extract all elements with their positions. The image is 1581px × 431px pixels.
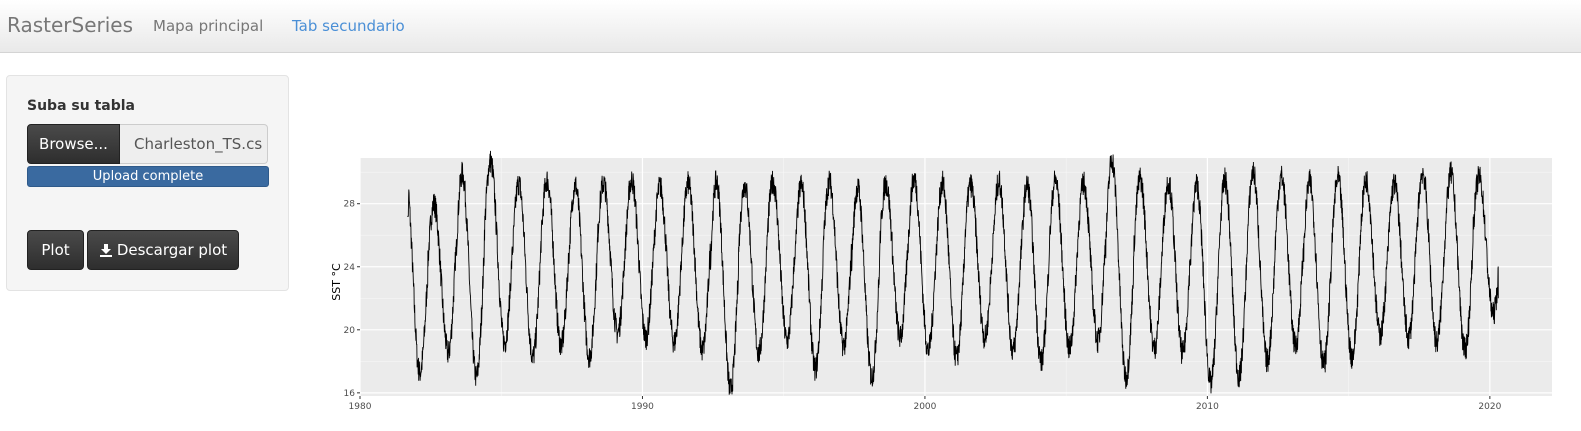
upload-label: Suba su tabla bbox=[27, 98, 135, 114]
y-axis-title: SST °C bbox=[330, 263, 343, 301]
browse-button[interactable]: Browse... bbox=[27, 124, 120, 164]
y-tick-label: 16 bbox=[344, 389, 356, 399]
y-tick-label: 28 bbox=[344, 200, 356, 210]
sst-series-line bbox=[407, 150, 1499, 395]
series-group bbox=[407, 150, 1499, 395]
download-icon bbox=[99, 243, 113, 257]
x-tick-label: 2010 bbox=[1196, 402, 1219, 412]
brand-title[interactable]: RasterSeries bbox=[7, 13, 134, 37]
navbar: RasterSeries Mapa principal Tab secundar… bbox=[0, 0, 1581, 53]
y-tick-label: 20 bbox=[344, 326, 356, 336]
file-input-group: Browse... Charleston_TS.cs bbox=[27, 124, 268, 164]
grid-lines bbox=[359, 158, 1552, 396]
tab-secundario[interactable]: Tab secundario bbox=[292, 17, 405, 35]
download-plot-label: Descargar plot bbox=[116, 241, 228, 259]
download-plot-button[interactable]: Descargar plot bbox=[87, 230, 239, 270]
x-tick-label: 2020 bbox=[1478, 402, 1501, 412]
y-tick-label: 24 bbox=[344, 263, 356, 273]
x-tick-label: 1990 bbox=[631, 402, 654, 412]
x-tick-label: 1980 bbox=[349, 402, 372, 412]
x-axis: 1980 1990 2000 2010 2020 bbox=[349, 396, 1502, 412]
sst-chart: 1980 1990 2000 2010 2020 16 20 24 28 SST °C bbox=[330, 150, 1552, 412]
upload-progress-bar: Upload complete bbox=[27, 166, 269, 187]
tab-mapa-principal[interactable]: Mapa principal bbox=[153, 17, 264, 35]
sidebar-panel: Suba su tabla Browse... Charleston_TS.cs… bbox=[6, 75, 289, 291]
x-tick-label: 2000 bbox=[913, 402, 936, 412]
progress-text: Upload complete bbox=[92, 169, 204, 184]
plot-button[interactable]: Plot bbox=[27, 230, 84, 270]
y-axis: 16 20 24 28 bbox=[344, 200, 360, 399]
file-name-field[interactable]: Charleston_TS.cs bbox=[120, 124, 268, 164]
